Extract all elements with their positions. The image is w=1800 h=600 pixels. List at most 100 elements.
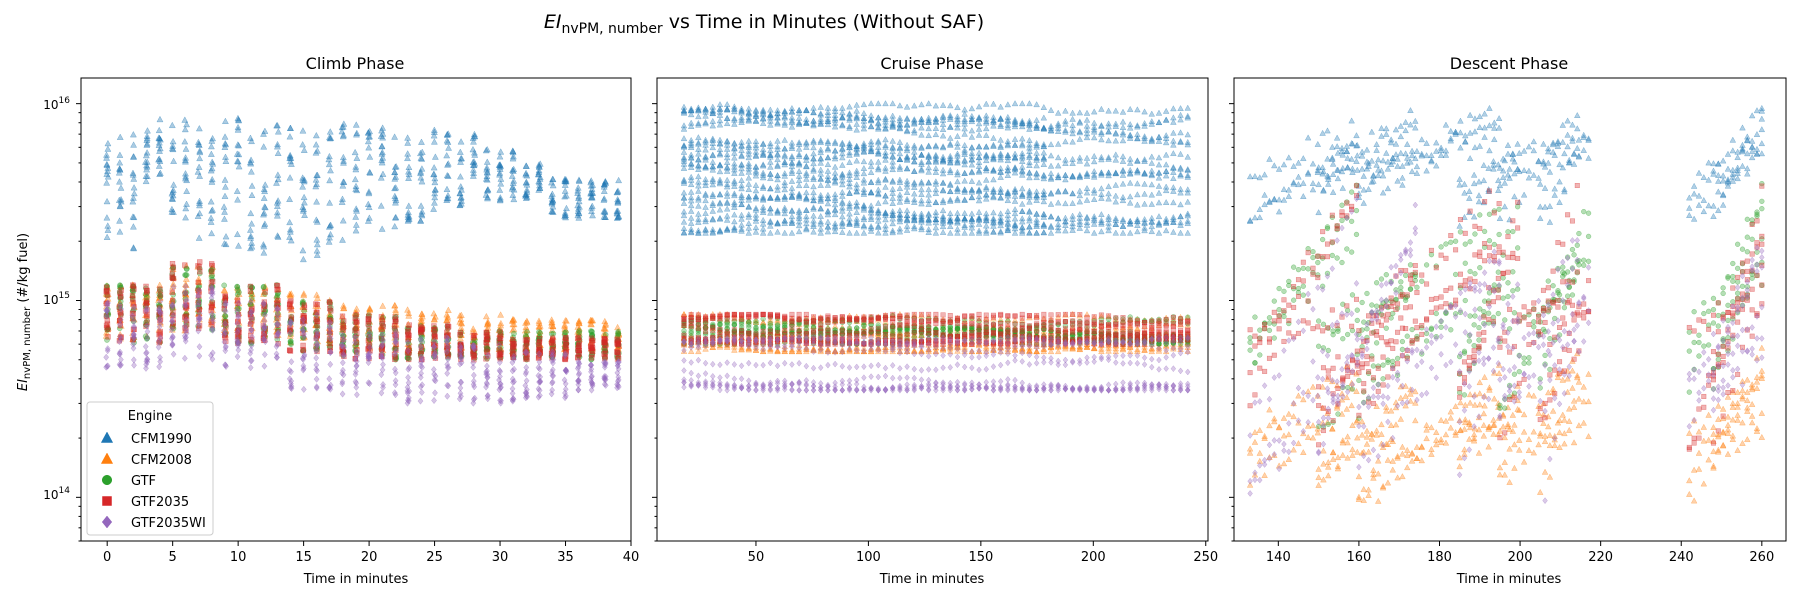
- data-point: [313, 247, 321, 254]
- data-point: [103, 151, 110, 158]
- data-point: [482, 146, 490, 154]
- data-point: [961, 229, 968, 236]
- data-point: [1141, 190, 1148, 197]
- data-point: [810, 204, 817, 211]
- data-point: [824, 154, 832, 161]
- data-point: [286, 133, 294, 140]
- data-point: [313, 294, 321, 301]
- data-point: [312, 216, 320, 223]
- data-point: [483, 176, 491, 183]
- data-point: [535, 317, 543, 324]
- data-point: [1148, 110, 1156, 117]
- data-point: [896, 144, 904, 151]
- data-point: [875, 100, 882, 107]
- data-point: [469, 325, 477, 332]
- data-point: [260, 194, 268, 201]
- data-point: [702, 146, 709, 153]
- data-point: [430, 132, 438, 139]
- data-point: [982, 183, 990, 190]
- data-point: [982, 151, 990, 158]
- data-point: [846, 189, 853, 196]
- data-point: [234, 157, 242, 165]
- data-point: [1011, 197, 1019, 204]
- data-point: [417, 317, 425, 325]
- data-point: [896, 138, 904, 145]
- data-point: [561, 212, 569, 220]
- data-point: [1134, 201, 1141, 208]
- legend-label: GTF2035: [131, 495, 189, 510]
- data-point: [430, 170, 438, 178]
- data-point: [1054, 109, 1062, 116]
- data-point: [483, 158, 491, 165]
- data-point: [352, 319, 359, 325]
- data-point: [875, 176, 882, 183]
- data-point: [155, 156, 163, 163]
- data-point: [1018, 100, 1026, 107]
- data-point: [954, 132, 961, 139]
- data-point: [366, 169, 374, 176]
- data-point: [896, 207, 904, 214]
- data-point: [313, 236, 321, 243]
- data-point: [695, 156, 702, 163]
- data-point: [731, 190, 738, 197]
- data-point: [990, 141, 997, 148]
- data-point: [831, 169, 839, 176]
- data-point: [716, 161, 724, 168]
- data-point: [483, 168, 491, 175]
- data-point: [587, 177, 595, 184]
- data-point: [509, 179, 517, 187]
- data-point: [444, 306, 452, 313]
- data-point: [1004, 197, 1012, 204]
- data-point: [222, 232, 230, 240]
- data-point: [273, 202, 281, 210]
- data-point: [817, 154, 824, 161]
- data-point: [788, 177, 796, 184]
- data-point: [339, 390, 346, 398]
- data-point: [695, 173, 702, 180]
- data-point: [1148, 117, 1156, 125]
- data-point: [875, 114, 882, 121]
- data-point: [767, 163, 774, 170]
- data-point: [418, 148, 426, 155]
- data-point: [353, 312, 359, 318]
- data-point: [312, 131, 320, 139]
- data-point: [365, 144, 373, 151]
- data-point: [588, 202, 596, 209]
- data-point: [882, 222, 889, 229]
- data-point: [961, 177, 968, 184]
- data-point: [392, 199, 399, 206]
- data-point: [339, 195, 346, 202]
- data-point: [274, 175, 282, 183]
- data-point: [982, 100, 990, 107]
- data-point: [406, 356, 412, 363]
- data-point: [195, 141, 203, 148]
- data-point: [352, 185, 360, 192]
- data-point: [1155, 219, 1163, 226]
- data-point: [939, 125, 947, 133]
- data-point: [221, 208, 229, 215]
- data-point: [443, 130, 451, 138]
- data-point: [574, 187, 582, 194]
- data-point: [600, 207, 608, 215]
- data-point: [220, 203, 228, 210]
- data-point: [404, 134, 412, 141]
- data-point: [104, 226, 112, 233]
- data-point: [196, 201, 203, 209]
- data-point: [443, 196, 451, 203]
- data-point: [497, 148, 505, 155]
- data-point: [695, 187, 702, 194]
- data-point: [1076, 187, 1084, 194]
- data-point: [575, 194, 583, 201]
- data-point: [233, 230, 241, 238]
- data-point: [207, 198, 215, 205]
- data-point: [419, 325, 425, 331]
- data-point: [456, 173, 464, 180]
- data-point: [130, 213, 138, 221]
- data-point: [522, 179, 530, 186]
- data-point: [575, 177, 583, 184]
- data-point: [961, 106, 968, 113]
- data-point: [968, 143, 976, 150]
- data-point: [470, 138, 477, 145]
- data-point: [932, 178, 940, 185]
- data-point: [918, 131, 925, 138]
